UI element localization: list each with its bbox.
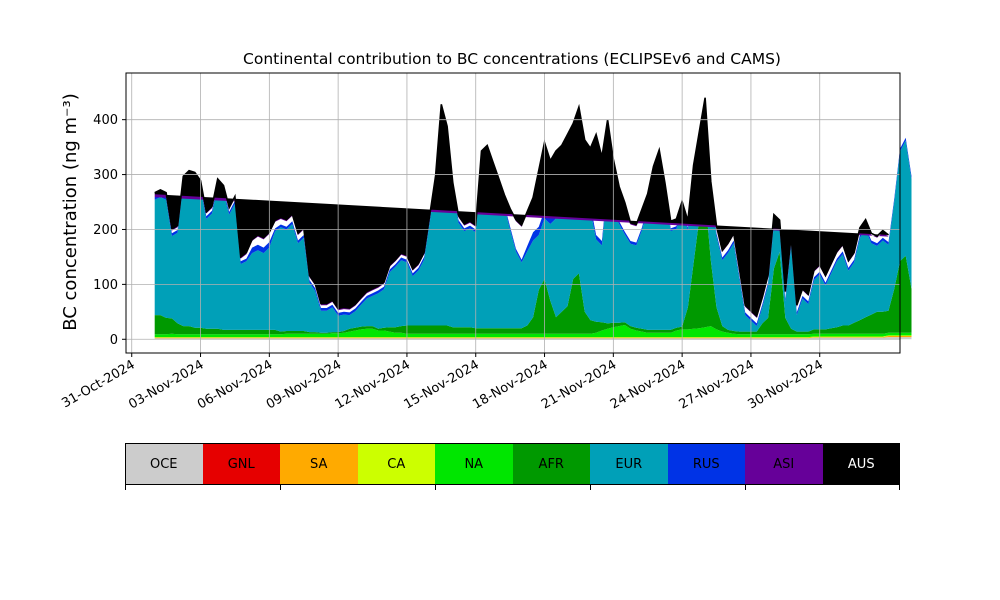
legend-item-ca: CA <box>357 443 435 485</box>
x-tick-label: 09-Nov-2024 <box>264 357 344 412</box>
x-tick-label: 27-Nov-2024 <box>677 357 757 412</box>
y-tick-label: 200 <box>93 223 118 238</box>
legend-item-gnl: GNL <box>202 443 280 485</box>
x-tick-label: 31-Oct-2024 <box>59 357 137 411</box>
x-tick-label: 06-Nov-2024 <box>195 357 275 412</box>
y-tick-label: 400 <box>93 113 118 128</box>
x-tick-label: 03-Nov-2024 <box>126 357 206 412</box>
legend-item-sa: SA <box>280 443 358 485</box>
legend-item-asi: ASI <box>745 443 823 485</box>
x-tick-label: 21-Nov-2024 <box>539 357 619 412</box>
legend-item-oce: OCE <box>125 443 203 485</box>
legend-item-rus: RUS <box>667 443 745 485</box>
legend-item-na: NA <box>435 443 513 485</box>
total-line <box>154 97 889 318</box>
plot-frame <box>125 72 901 354</box>
x-tick-label: 12-Nov-2024 <box>333 357 413 412</box>
legend-tick <box>899 485 900 490</box>
legend-tick <box>435 485 436 490</box>
y-axis-label: BC concentration (ng m⁻³) <box>60 93 81 331</box>
area-eur <box>154 107 912 333</box>
plot-area: 0 100 200 300 400 31-Oct-202403-Nov-202406-No… <box>59 72 912 412</box>
x-tick-label: 15-Nov-2024 <box>401 357 481 412</box>
legend-item-eur: EUR <box>590 443 668 485</box>
x-tick-label: 30-Nov-2024 <box>745 357 825 412</box>
area-na <box>154 325 912 338</box>
region-legend: OCE GNL SA CA NA AFR EUR RUS ASI AUS <box>125 443 900 485</box>
y-tick-label: 300 <box>93 168 118 183</box>
area-ca <box>154 335 912 338</box>
x-tick-label: 24-Nov-2024 <box>608 357 688 412</box>
legend-tick <box>745 485 746 490</box>
legend-tick <box>125 485 126 490</box>
legend-tick <box>280 485 281 490</box>
legend-item-afr: AFR <box>512 443 590 485</box>
y-tick-label: 0 <box>110 333 118 348</box>
legend-item-aus: AUS <box>822 443 900 485</box>
y-tick-label: 100 <box>93 278 118 293</box>
area-sa <box>154 336 912 339</box>
x-tick-label: 18-Nov-2024 <box>470 357 550 412</box>
chart-title: Continental contribution to BC concentra… <box>243 50 781 68</box>
legend-tick <box>590 485 591 490</box>
